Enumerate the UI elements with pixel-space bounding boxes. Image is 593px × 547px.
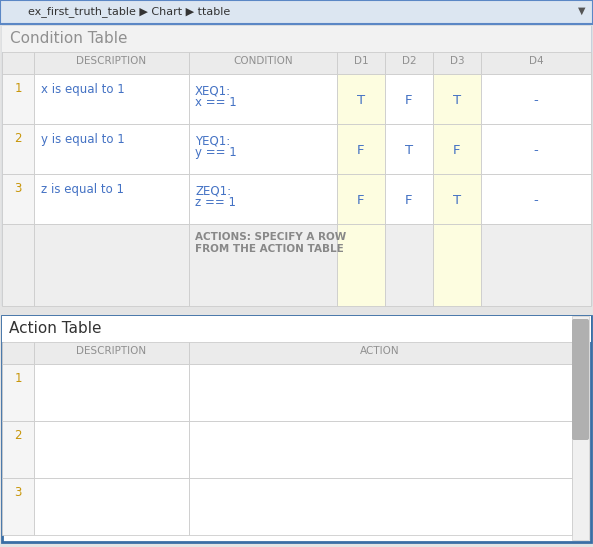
Text: F: F bbox=[453, 144, 461, 157]
Text: x == 1: x == 1 bbox=[195, 96, 237, 109]
Bar bbox=[34, 421, 189, 478]
Bar bbox=[189, 342, 572, 364]
Bar bbox=[433, 174, 481, 224]
Bar bbox=[34, 364, 189, 421]
Bar bbox=[2, 316, 591, 542]
Text: T: T bbox=[405, 144, 413, 157]
Bar bbox=[433, 74, 481, 124]
Bar bbox=[433, 224, 481, 306]
Text: Action Table: Action Table bbox=[9, 321, 101, 336]
Bar bbox=[337, 52, 385, 74]
Bar bbox=[337, 224, 385, 306]
Text: ZEQ1:: ZEQ1: bbox=[195, 184, 231, 197]
Text: 1: 1 bbox=[14, 372, 22, 385]
Text: -: - bbox=[534, 94, 538, 107]
Bar bbox=[34, 74, 189, 124]
Bar bbox=[189, 364, 572, 421]
Bar bbox=[481, 174, 591, 224]
Bar bbox=[189, 174, 337, 224]
Bar bbox=[189, 52, 337, 74]
Text: z is equal to 1: z is equal to 1 bbox=[41, 183, 124, 196]
Text: y == 1: y == 1 bbox=[195, 146, 237, 159]
Text: 3: 3 bbox=[14, 182, 22, 195]
Text: DESCRIPTION: DESCRIPTION bbox=[76, 346, 146, 356]
Bar bbox=[337, 124, 385, 174]
Bar bbox=[481, 124, 591, 174]
Bar bbox=[2, 316, 591, 342]
FancyBboxPatch shape bbox=[572, 319, 589, 440]
Bar bbox=[2, 174, 34, 224]
Text: CONDITION: CONDITION bbox=[233, 56, 293, 66]
Text: 2: 2 bbox=[14, 429, 22, 442]
Text: 3: 3 bbox=[14, 486, 22, 499]
Text: F: F bbox=[357, 144, 365, 157]
Text: F: F bbox=[357, 194, 365, 207]
Bar bbox=[2, 26, 591, 306]
Text: FROM THE ACTION TABLE: FROM THE ACTION TABLE bbox=[195, 244, 344, 254]
Bar bbox=[337, 74, 385, 124]
Text: x is equal to 1: x is equal to 1 bbox=[41, 83, 125, 96]
Text: ex_first_truth_table ▶ Chart ▶ ttable: ex_first_truth_table ▶ Chart ▶ ttable bbox=[28, 6, 230, 17]
Bar bbox=[34, 124, 189, 174]
Bar bbox=[433, 124, 481, 174]
Bar bbox=[34, 478, 189, 535]
Text: T: T bbox=[357, 94, 365, 107]
Bar bbox=[433, 52, 481, 74]
Text: 2: 2 bbox=[14, 132, 22, 145]
Text: D2: D2 bbox=[401, 56, 416, 66]
Text: 1: 1 bbox=[14, 82, 22, 95]
Bar bbox=[385, 74, 433, 124]
Bar bbox=[34, 224, 189, 306]
Text: XEQ1:: XEQ1: bbox=[195, 84, 231, 97]
Bar bbox=[189, 421, 572, 478]
Bar bbox=[481, 52, 591, 74]
Bar bbox=[337, 174, 385, 224]
Bar bbox=[385, 224, 433, 306]
Text: Condition Table: Condition Table bbox=[10, 31, 127, 46]
Bar bbox=[2, 26, 591, 52]
Bar bbox=[2, 124, 34, 174]
Bar bbox=[0, 306, 593, 316]
Text: ▼: ▼ bbox=[578, 6, 585, 16]
Bar bbox=[2, 74, 34, 124]
Text: -: - bbox=[534, 194, 538, 207]
Text: -: - bbox=[534, 144, 538, 157]
Text: ACTIONS: SPECIFY A ROW: ACTIONS: SPECIFY A ROW bbox=[195, 232, 346, 242]
Text: DESCRIPTION: DESCRIPTION bbox=[76, 56, 146, 66]
Bar bbox=[189, 124, 337, 174]
Bar bbox=[385, 174, 433, 224]
Bar bbox=[2, 478, 34, 535]
Text: D1: D1 bbox=[353, 56, 368, 66]
Text: D3: D3 bbox=[449, 56, 464, 66]
Bar bbox=[385, 52, 433, 74]
Text: T: T bbox=[453, 194, 461, 207]
Bar bbox=[0, 0, 593, 24]
Text: D4: D4 bbox=[529, 56, 543, 66]
Text: YEQ1:: YEQ1: bbox=[195, 134, 230, 147]
Bar bbox=[2, 421, 34, 478]
Text: z == 1: z == 1 bbox=[195, 196, 236, 209]
Bar bbox=[34, 52, 189, 74]
Bar bbox=[481, 74, 591, 124]
Bar bbox=[481, 224, 591, 306]
Bar bbox=[385, 124, 433, 174]
Bar bbox=[34, 174, 189, 224]
Bar bbox=[189, 478, 572, 535]
Text: y is equal to 1: y is equal to 1 bbox=[41, 133, 125, 146]
Text: T: T bbox=[453, 94, 461, 107]
Bar bbox=[2, 364, 34, 421]
Text: F: F bbox=[405, 194, 413, 207]
Text: ACTION: ACTION bbox=[360, 346, 400, 356]
Bar bbox=[2, 342, 34, 364]
Bar bbox=[34, 342, 189, 364]
Text: F: F bbox=[405, 94, 413, 107]
Bar bbox=[2, 224, 34, 306]
Bar bbox=[189, 224, 337, 306]
Bar bbox=[189, 74, 337, 124]
Bar bbox=[572, 316, 589, 540]
Bar bbox=[2, 52, 34, 74]
